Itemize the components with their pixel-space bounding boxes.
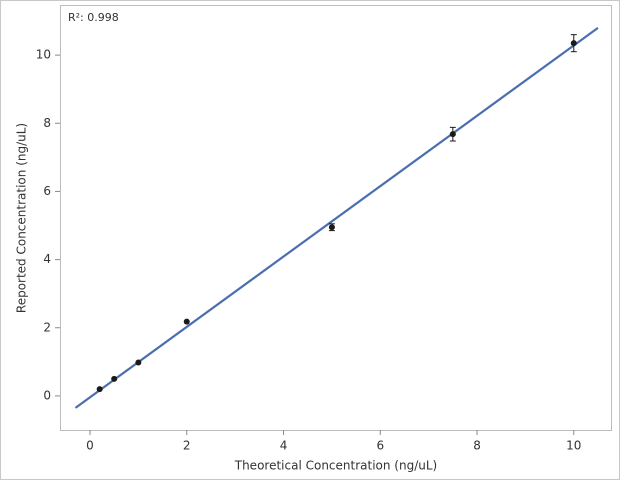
y-tick-label: 4 <box>43 252 51 266</box>
y-tick-label: 6 <box>43 184 51 198</box>
point <box>570 40 577 47</box>
x-tick-label: 6 <box>376 439 384 453</box>
plot-frame <box>60 5 612 431</box>
y-axis-label: Reported Concentration (ng/uL) <box>15 123 29 313</box>
y-tick-label: 10 <box>36 48 51 62</box>
point <box>183 318 190 325</box>
point <box>111 375 118 382</box>
x-axis-label: Theoretical Concentration (ng/uL) <box>234 459 437 473</box>
x-tick-label: 10 <box>566 439 581 453</box>
point <box>135 359 142 366</box>
x-tick-label: 8 <box>473 439 481 453</box>
point <box>96 386 103 393</box>
x-tick-label: 4 <box>280 439 288 453</box>
fit-line <box>74 26 599 409</box>
x-tick-label: 0 <box>86 439 94 453</box>
y-tick-label: 2 <box>43 320 51 334</box>
point <box>328 224 335 231</box>
point <box>449 131 456 138</box>
y-tick-label: 0 <box>43 388 51 402</box>
annotation: R²: 0.998 <box>68 11 119 24</box>
y-tick-label: 8 <box>43 116 51 130</box>
x-tick-label: 2 <box>183 439 191 453</box>
